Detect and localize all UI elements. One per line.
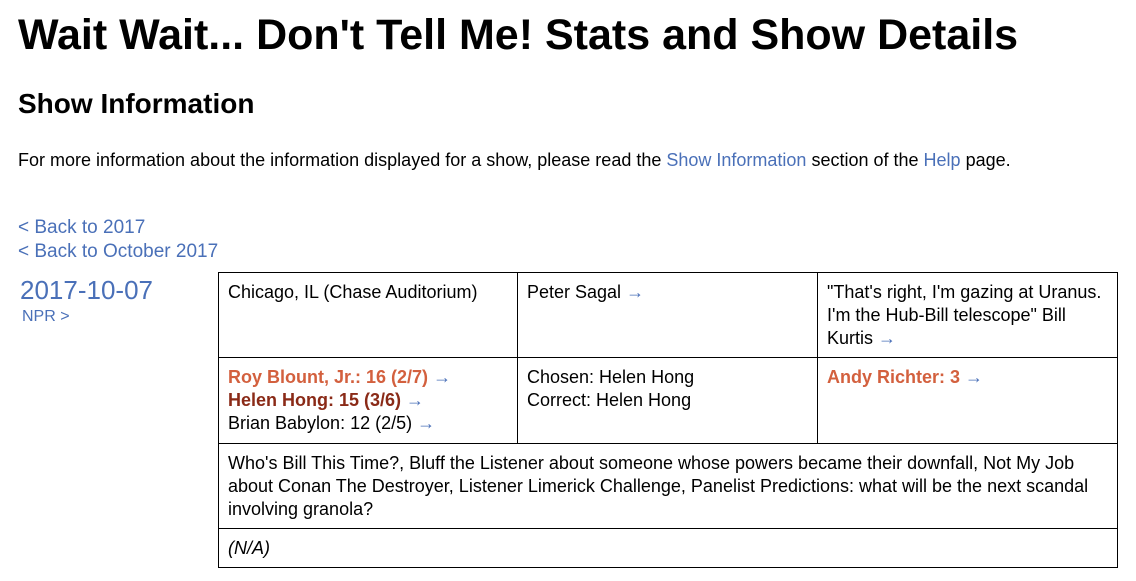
intro-text-middle: section of the	[806, 150, 924, 170]
intro-text-after: page.	[960, 150, 1011, 170]
panelist-score: Brian Babylon: 12 (2/5)	[228, 413, 413, 433]
guest-arrow-link[interactable]: →	[965, 367, 984, 387]
show-row-main: Chicago, IL (Chase Auditorium) Peter Sag…	[218, 272, 1118, 358]
bluff-chosen: Chosen: Helen Hong	[527, 367, 695, 387]
panelist-score: Helen Hong: 15 (3/6)	[228, 390, 402, 410]
show-details-table: Chicago, IL (Chase Auditorium) Peter Sag…	[218, 272, 1118, 568]
guest-row: Andy Richter: 3 →	[827, 367, 983, 387]
panelist-arrow-link[interactable]: →	[433, 367, 452, 387]
panelist-arrow-link[interactable]: →	[406, 390, 425, 410]
back-to-month-link[interactable]: < Back to October 2017	[18, 241, 219, 262]
notes-cell: (N/A)	[218, 528, 1118, 568]
scorekeeper-arrow-link[interactable]: →	[878, 328, 897, 348]
page-title: Wait Wait... Don't Tell Me! Stats and Sh…	[18, 11, 1019, 59]
intro-paragraph: For more information about the informati…	[18, 148, 1058, 172]
section-title: Show Information	[18, 88, 255, 119]
panelist-arrow-link[interactable]: →	[417, 413, 436, 433]
show-date-link[interactable]: 2017-10-07	[20, 275, 153, 305]
intro-text-before: For more information about the informati…	[18, 150, 667, 170]
scorekeeper-cell: "That's right, I'm gazing at Uranus. I'm…	[817, 272, 1118, 358]
host-arrow-link[interactable]: →	[626, 282, 645, 302]
host-name: Peter Sagal	[527, 282, 622, 302]
network-link[interactable]: NPR >	[22, 308, 70, 325]
panelist-row: Helen Hong: 15 (3/6) →	[228, 389, 508, 412]
location-text: Chicago, IL (Chase Auditorium)	[228, 282, 478, 302]
guest-cell: Andy Richter: 3 →	[817, 357, 1118, 444]
show-row-notes: (N/A)	[218, 528, 1118, 568]
show-row-segments: Who's Bill This Time?, Bluff the Listene…	[218, 443, 1118, 529]
show-row-panelists: Roy Blount, Jr.: 16 (2/7) → Helen Hong: …	[218, 357, 1118, 444]
panelist-row: Brian Babylon: 12 (2/5) →	[228, 412, 508, 435]
show-information-link[interactable]: Show Information	[666, 150, 807, 170]
bluff-cell: Chosen: Helen Hong Correct: Helen Hong	[517, 357, 818, 444]
panelist-row: Roy Blount, Jr.: 16 (2/7) →	[228, 366, 508, 389]
bluff-correct: Correct: Helen Hong	[527, 390, 692, 410]
host-cell: Peter Sagal →	[517, 272, 818, 358]
panelist-score: Roy Blount, Jr.: 16 (2/7)	[228, 367, 429, 387]
back-to-year-link[interactable]: < Back to 2017	[18, 217, 146, 238]
scorekeeper-quote: "That's right, I'm gazing at Uranus. I'm…	[827, 282, 1102, 348]
guest-score: Andy Richter: 3	[827, 367, 961, 387]
location-cell: Chicago, IL (Chase Auditorium)	[218, 272, 518, 358]
segments-cell: Who's Bill This Time?, Bluff the Listene…	[218, 443, 1118, 529]
panelists-cell: Roy Blount, Jr.: 16 (2/7) → Helen Hong: …	[218, 357, 518, 444]
help-link[interactable]: Help	[923, 150, 961, 170]
